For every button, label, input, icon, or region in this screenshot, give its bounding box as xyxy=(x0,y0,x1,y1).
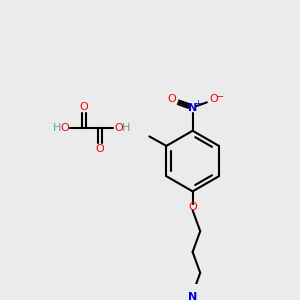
Text: O: O xyxy=(79,102,88,112)
Text: O: O xyxy=(60,123,69,133)
Text: +: + xyxy=(194,99,201,108)
Text: O: O xyxy=(95,144,104,154)
Text: H: H xyxy=(53,123,61,133)
Text: O: O xyxy=(188,202,197,212)
Text: O: O xyxy=(167,94,176,104)
Text: −: − xyxy=(216,92,224,102)
Text: N: N xyxy=(188,103,197,113)
Text: H: H xyxy=(122,123,130,133)
Text: N: N xyxy=(188,292,197,300)
Text: O: O xyxy=(114,123,123,133)
Text: O: O xyxy=(209,94,218,104)
